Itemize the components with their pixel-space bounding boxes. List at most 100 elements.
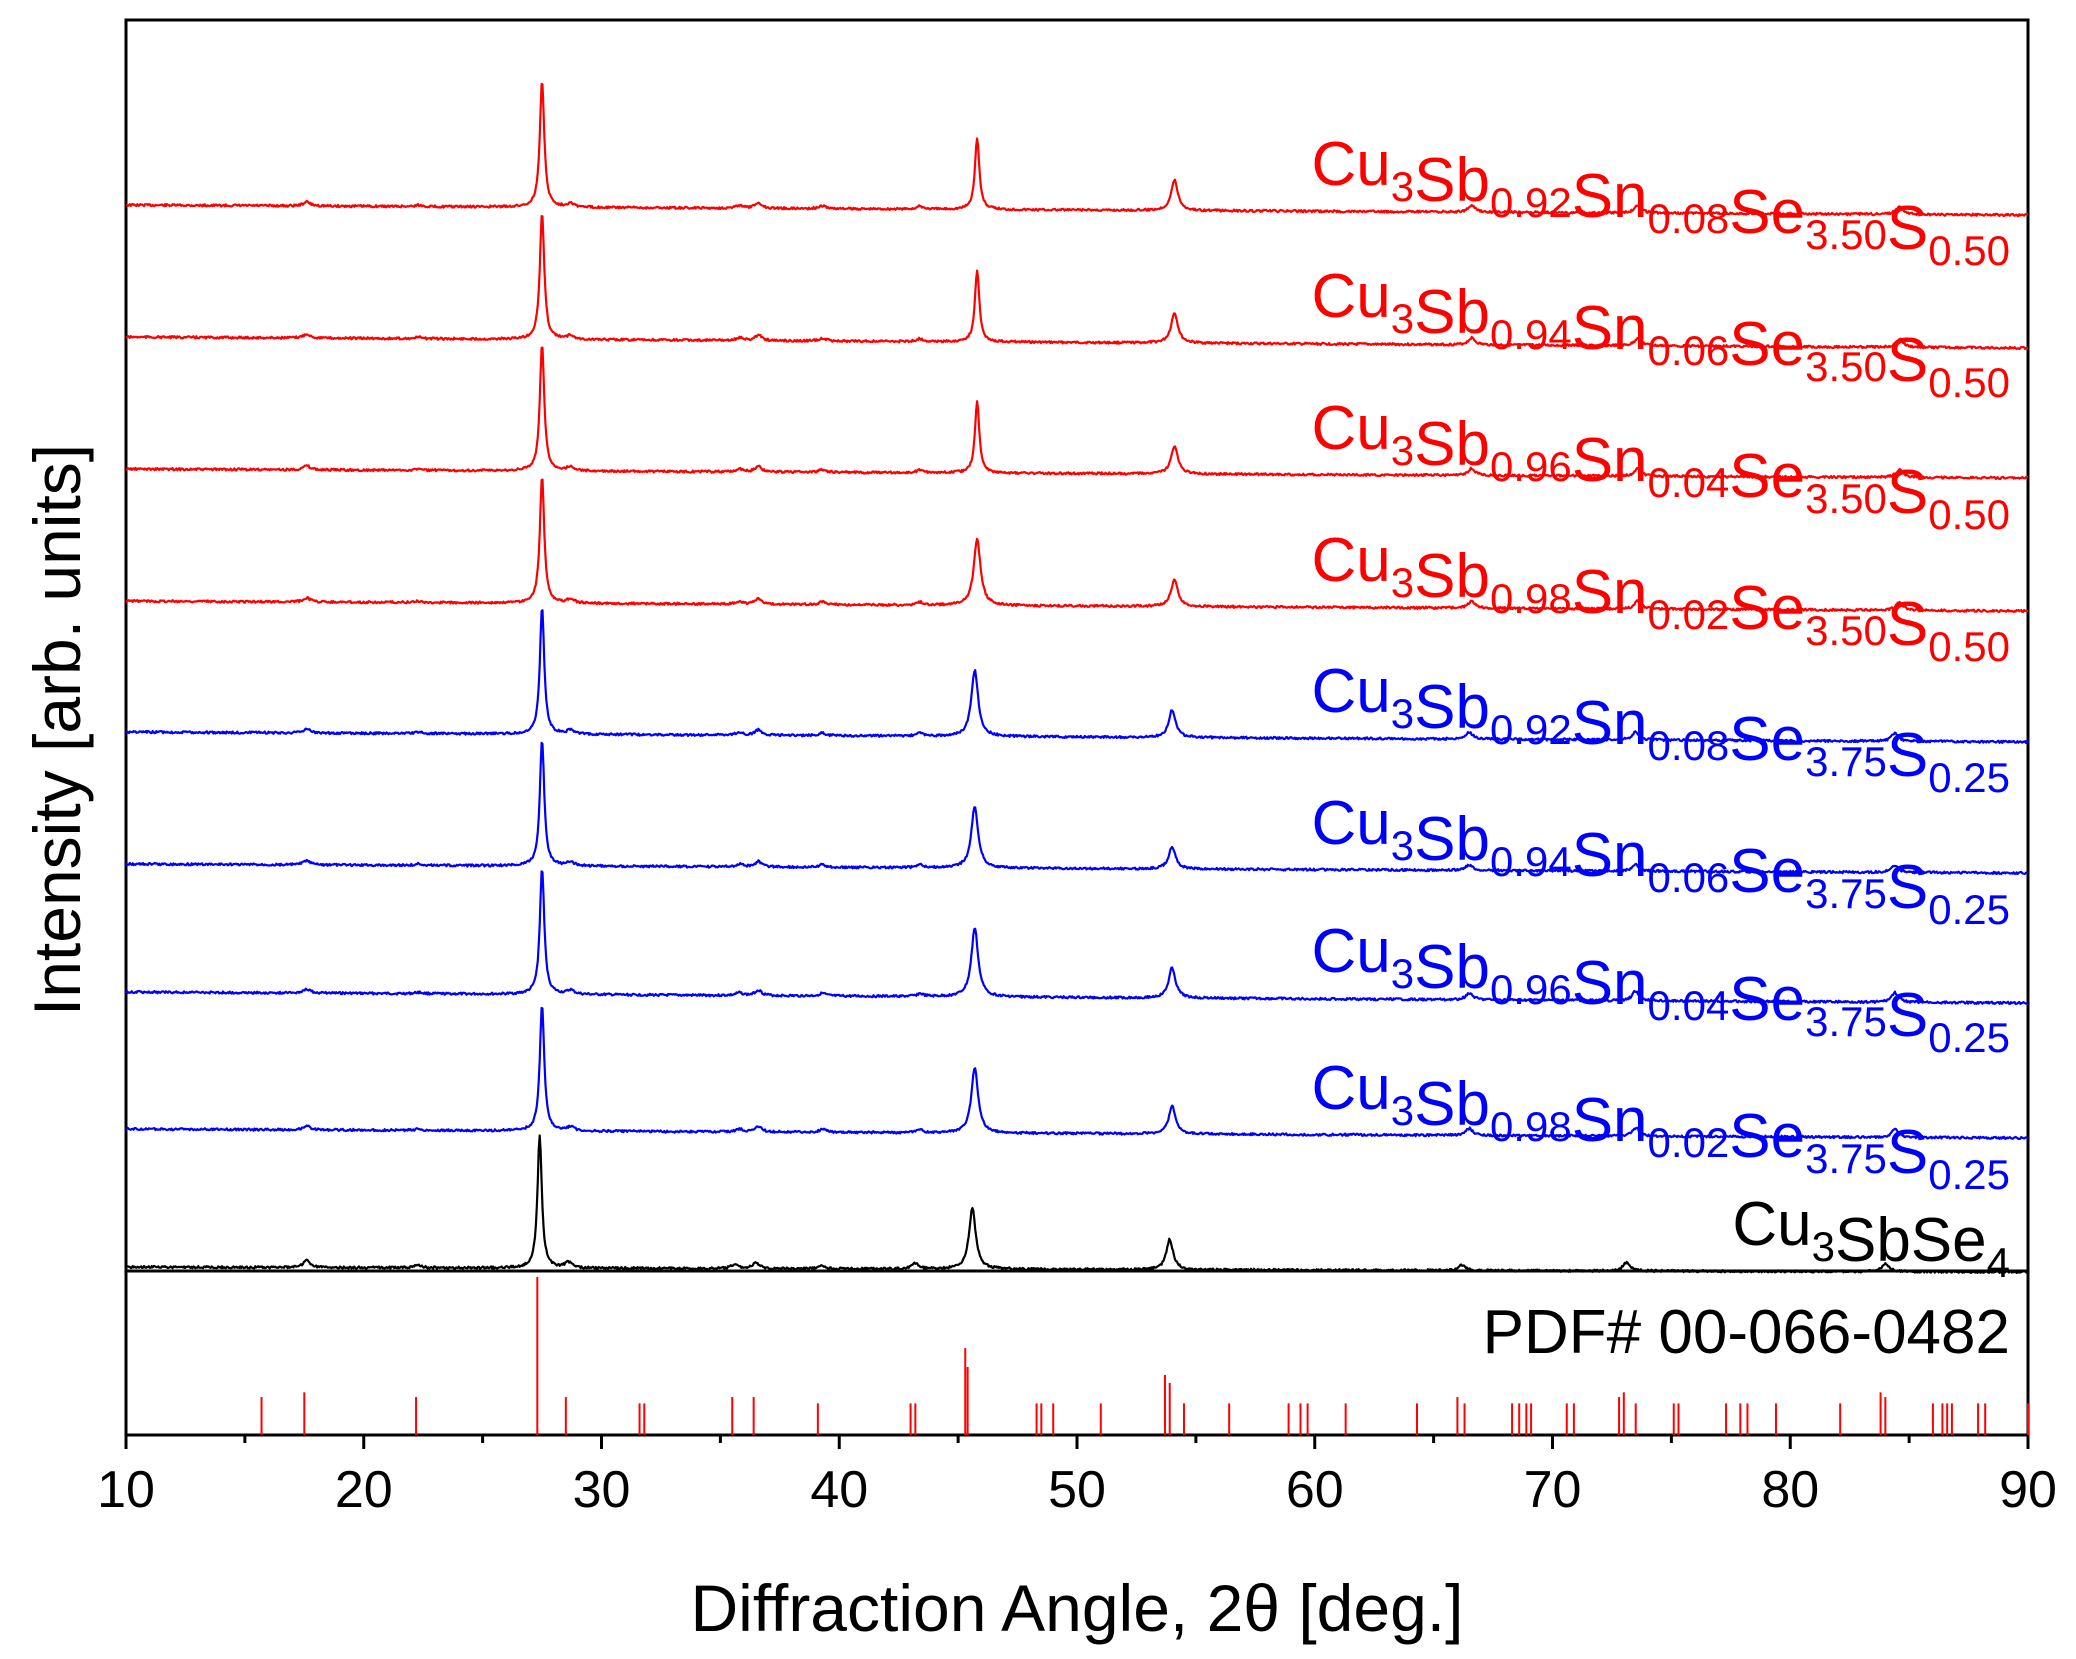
label-subscript: 3 (1391, 427, 1414, 474)
label-symbol: Sn (1572, 949, 1648, 1018)
xrd-trace-1 (125, 82, 2029, 218)
label-subscript: 3 (1391, 690, 1414, 737)
x-axis-title: Diffraction Angle, 2θ [deg.] (691, 1571, 1464, 1645)
series-label-1: Cu3Sb0.92Sn0.08Se3.50S0.50 (1311, 130, 2010, 274)
label-symbol: Sb (1414, 542, 1490, 611)
label-symbol: S (1887, 981, 1928, 1050)
xrd-trace-9 (125, 1134, 2029, 1275)
label-subscript: 0.02 (1648, 591, 1730, 638)
label-symbol: Cu (1311, 1054, 1390, 1123)
label-subscript: 0.04 (1648, 459, 1730, 506)
label-symbol: Sn (1572, 689, 1648, 758)
xrd-trace-8 (125, 1006, 2029, 1140)
x-tick-label: 30 (573, 1461, 631, 1519)
reference-pattern (260, 1277, 2029, 1435)
label-symbol: Se (1729, 178, 1805, 247)
label-subscript: 0.98 (1490, 575, 1572, 622)
label-subscript: 0.25 (1928, 754, 2010, 801)
series-label-3: Cu3Sb0.96Sn0.04Se3.50S0.50 (1311, 394, 2010, 538)
xrd-trace-5 (125, 609, 2029, 744)
label-subscript: 3.50 (1805, 211, 1887, 258)
label-symbol: Sn (1572, 426, 1648, 495)
label-symbol: Sn (1572, 558, 1648, 627)
x-tick-label: 10 (97, 1461, 155, 1519)
label-subscript: 3 (1812, 1223, 1835, 1270)
label-symbol: S (1887, 721, 1928, 790)
series-layer (125, 82, 2029, 1275)
label-subscript: 0.02 (1648, 1119, 1730, 1166)
x-tick-label: 20 (335, 1461, 393, 1519)
label-subscript: 0.25 (1928, 1014, 2010, 1061)
label-subscript: 0.08 (1648, 722, 1730, 769)
label-subscript: 0.08 (1648, 195, 1730, 242)
label-subscript: 3 (1391, 163, 1414, 210)
x-tick-label: 90 (1999, 1461, 2057, 1519)
label-symbol: Sn (1572, 1086, 1648, 1155)
x-tick-label: 40 (810, 1461, 868, 1519)
xrd-trace-7 (125, 870, 2029, 1006)
label-symbol: Sn (1572, 821, 1648, 890)
label-subscript: 3.50 (1805, 475, 1887, 522)
label-symbol: S (1887, 458, 1928, 527)
label-subscript: 0.94 (1490, 311, 1572, 358)
label-subscript: 0.50 (1928, 227, 2010, 274)
label-subscript: 3.50 (1805, 607, 1887, 654)
label-symbol: Se (1729, 965, 1805, 1034)
label-symbol: Cu (1311, 657, 1390, 726)
label-subscript: 3.75 (1805, 738, 1887, 785)
label-subscript: 4 (1987, 1239, 2010, 1286)
label-symbol: Cu (1311, 789, 1390, 858)
label-symbol: Se (1729, 442, 1805, 511)
series-label-9: Cu3SbSe4 (1732, 1190, 2010, 1286)
label-symbol: Cu (1732, 1190, 1811, 1259)
label-subscript: 0.06 (1648, 854, 1730, 901)
label-subscript: 0.25 (1928, 1151, 2010, 1198)
label-symbol: Sb (1414, 410, 1490, 479)
label-symbol: S (1887, 326, 1928, 395)
label-symbol: Sb (1414, 278, 1490, 347)
label-symbol: Cu (1311, 917, 1390, 986)
label-symbol: S (1887, 590, 1928, 659)
reference-label: PDF# 00-066-0482 (1483, 1298, 2010, 1367)
label-subscript: 3 (1391, 295, 1414, 342)
label-symbol: Cu (1311, 130, 1390, 199)
label-symbol: Se (1729, 837, 1805, 906)
label-subscript: 0.50 (1928, 491, 2010, 538)
label-symbol: Se (1729, 574, 1805, 643)
label-subscript: 0.25 (1928, 886, 2010, 933)
label-subscript: 3 (1391, 1087, 1414, 1134)
label-symbol: Cu (1311, 526, 1390, 595)
x-tick-label: 80 (1761, 1461, 1819, 1519)
label-symbol: Sb (1414, 805, 1490, 874)
xrd-trace-6 (125, 741, 2029, 876)
label-symbol: S (1887, 1118, 1928, 1187)
label-subscript: 0.04 (1648, 982, 1730, 1029)
label-subscript: 0.96 (1490, 443, 1572, 490)
label-subscript: 0.06 (1648, 327, 1730, 374)
series-label-6: Cu3Sb0.94Sn0.06Se3.75S0.25 (1311, 789, 2010, 933)
label-subscript: 3 (1391, 822, 1414, 869)
label-subscript: 0.98 (1490, 1103, 1572, 1150)
x-tick-label: 50 (1048, 1461, 1106, 1519)
label-symbol: S (1887, 194, 1928, 263)
label-symbol: Sb (1414, 146, 1490, 215)
label-symbol: Sb (1414, 1070, 1490, 1139)
x-tick-label: 70 (1524, 1461, 1582, 1519)
label-symbol: Se (1729, 1102, 1805, 1171)
xrd-trace-4 (125, 478, 2029, 613)
label-symbol: Sb (1414, 933, 1490, 1002)
label-subscript: 3.75 (1805, 1135, 1887, 1182)
label-subscript: 0.92 (1490, 179, 1572, 226)
label-symbol: Cu (1311, 394, 1390, 463)
label-subscript: 0.92 (1490, 706, 1572, 753)
series-label-4: Cu3Sb0.98Sn0.02Se3.50S0.50 (1311, 526, 2010, 670)
label-symbol: Sb (1414, 673, 1490, 742)
label-symbol: Se (1729, 705, 1805, 774)
label-subscript: 0.50 (1928, 623, 2010, 670)
label-subscript: 0.50 (1928, 359, 2010, 406)
label-symbol: Se (1729, 310, 1805, 379)
label-symbol: Cu (1311, 262, 1390, 331)
xrd-trace-3 (125, 346, 2029, 481)
label-subscript: 0.94 (1490, 838, 1572, 885)
